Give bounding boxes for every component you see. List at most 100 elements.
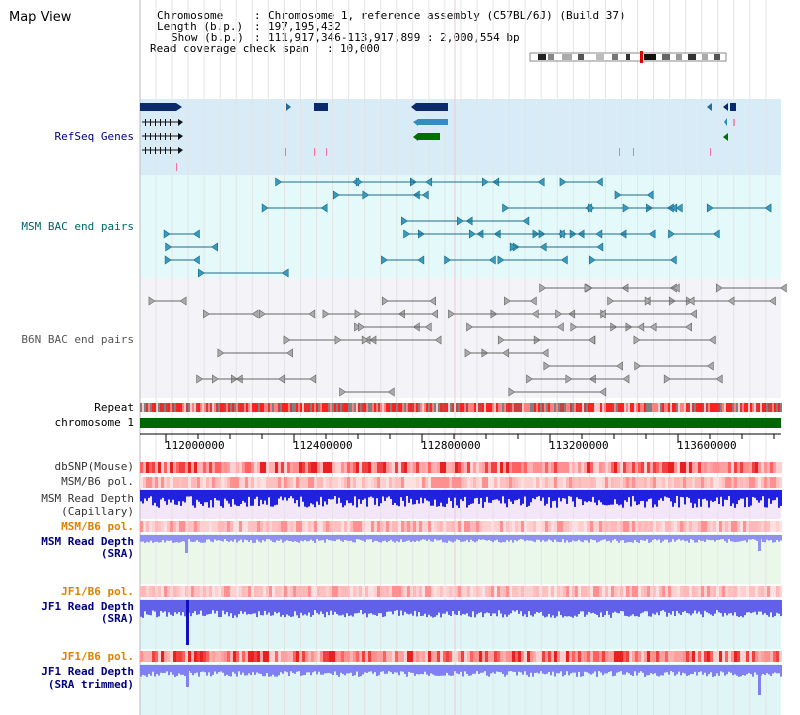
depth-bar (140, 490, 142, 502)
heatmap-cell (218, 651, 221, 662)
heatmap-cell (230, 651, 233, 662)
heatmap-cell (692, 521, 695, 532)
heatmap-cell (671, 462, 674, 473)
depth-bar (670, 600, 672, 615)
depth-bar (366, 490, 368, 507)
depth-bar (536, 600, 538, 612)
bac-end-right (687, 296, 695, 306)
repeat-cell (592, 403, 594, 412)
heatmap-cell (158, 651, 161, 662)
heatmap-cell (389, 477, 392, 488)
b6n-bac-features[interactable] (148, 283, 787, 397)
heatmap-cell (620, 651, 623, 662)
heatmap-cell (512, 477, 515, 488)
depth-bar (456, 600, 458, 616)
msm-bac-features[interactable] (163, 177, 772, 278)
bac-end-left (165, 242, 173, 252)
heatmap-cell (431, 462, 434, 473)
heatmap-cell (575, 586, 578, 597)
heatmap-cell (350, 651, 353, 662)
heatmap-cell (563, 521, 566, 532)
heatmap-cell (728, 651, 731, 662)
depth-bar (772, 535, 774, 543)
heatmap-cell (497, 586, 500, 597)
depth-bar (188, 490, 190, 497)
heatmap-cell (248, 477, 251, 488)
depth-bar (726, 535, 728, 543)
bac-end-left (614, 190, 622, 200)
repeat-cell (180, 403, 182, 412)
refseq-features[interactable] (140, 103, 736, 171)
heatmap-cell (293, 462, 296, 473)
bac-end-left (259, 309, 266, 319)
depth-bar (578, 665, 580, 672)
bac-end-left (198, 268, 205, 278)
heatmap-cell (404, 462, 407, 473)
heatmap-cell (383, 586, 386, 597)
track-label-b6n-bac[interactable]: B6N BAC end pairs (21, 333, 134, 346)
depth-bar (160, 665, 162, 673)
depth-bar (286, 490, 288, 501)
depth-bar (512, 665, 514, 672)
chromosome-ideogram[interactable] (529, 51, 727, 63)
heatmap-cell (371, 651, 374, 662)
heatmap-cell (296, 462, 299, 473)
track-label-msm-bac[interactable]: MSM BAC end pairs (21, 220, 134, 233)
depth-bar (770, 490, 772, 504)
bac-end-left (354, 309, 362, 319)
repeat-cell (338, 403, 340, 412)
depth-bar (436, 535, 438, 541)
depth-bar (242, 665, 244, 673)
repeat-cell (778, 403, 780, 412)
heatmap-cell (386, 462, 389, 473)
heatmap-cell (665, 521, 668, 532)
heatmap-cell (143, 477, 146, 488)
depth-bar (364, 665, 366, 673)
depth-bar (374, 665, 376, 673)
heatmap-cell (257, 477, 260, 488)
depth-bar (722, 535, 724, 540)
heatmap-cell (311, 586, 314, 597)
heatmap-cell (188, 462, 191, 473)
repeat-cell (462, 403, 464, 412)
repeat-cell (420, 403, 422, 412)
depth-bar (348, 600, 350, 617)
repeat-cell (156, 403, 158, 412)
depth-bar (548, 490, 550, 498)
depth-bar (320, 600, 322, 612)
heatmap-cell (536, 651, 539, 662)
depth-bar (468, 535, 470, 543)
depth-bar (200, 600, 202, 611)
depth-bar (706, 490, 708, 501)
heatmap-cell (185, 521, 188, 532)
depth-bar (144, 665, 146, 676)
depth-bar (422, 535, 424, 540)
depth-bar (686, 490, 688, 497)
bac-end-right (706, 361, 714, 371)
heatmap-cell (413, 477, 416, 488)
heatmap-cell (593, 477, 596, 488)
heatmap-cell (728, 477, 731, 488)
repeat-cell (754, 403, 756, 412)
depth-bar (220, 490, 222, 507)
depth-bar (578, 535, 580, 540)
heatmap-cell (173, 462, 176, 473)
depth-bar (390, 535, 392, 540)
track-label-refseq-genes[interactable]: RefSeq Genes (54, 130, 134, 143)
heatmap-cell (365, 477, 368, 488)
depth-bar (528, 490, 530, 506)
heatmap-cell (167, 586, 170, 597)
depth-bar (244, 490, 246, 503)
depth-bar (350, 490, 352, 503)
depth-bar (430, 665, 432, 674)
depth-bar (620, 535, 622, 541)
heatmap-cell (632, 586, 635, 597)
heatmap-cell (563, 462, 566, 473)
depth-bar (748, 535, 750, 540)
heatmap-cell (239, 586, 242, 597)
depth-bar (622, 490, 624, 508)
depth-bar (744, 490, 746, 508)
heatmap-cell (668, 586, 671, 597)
depth-bar (450, 490, 452, 501)
